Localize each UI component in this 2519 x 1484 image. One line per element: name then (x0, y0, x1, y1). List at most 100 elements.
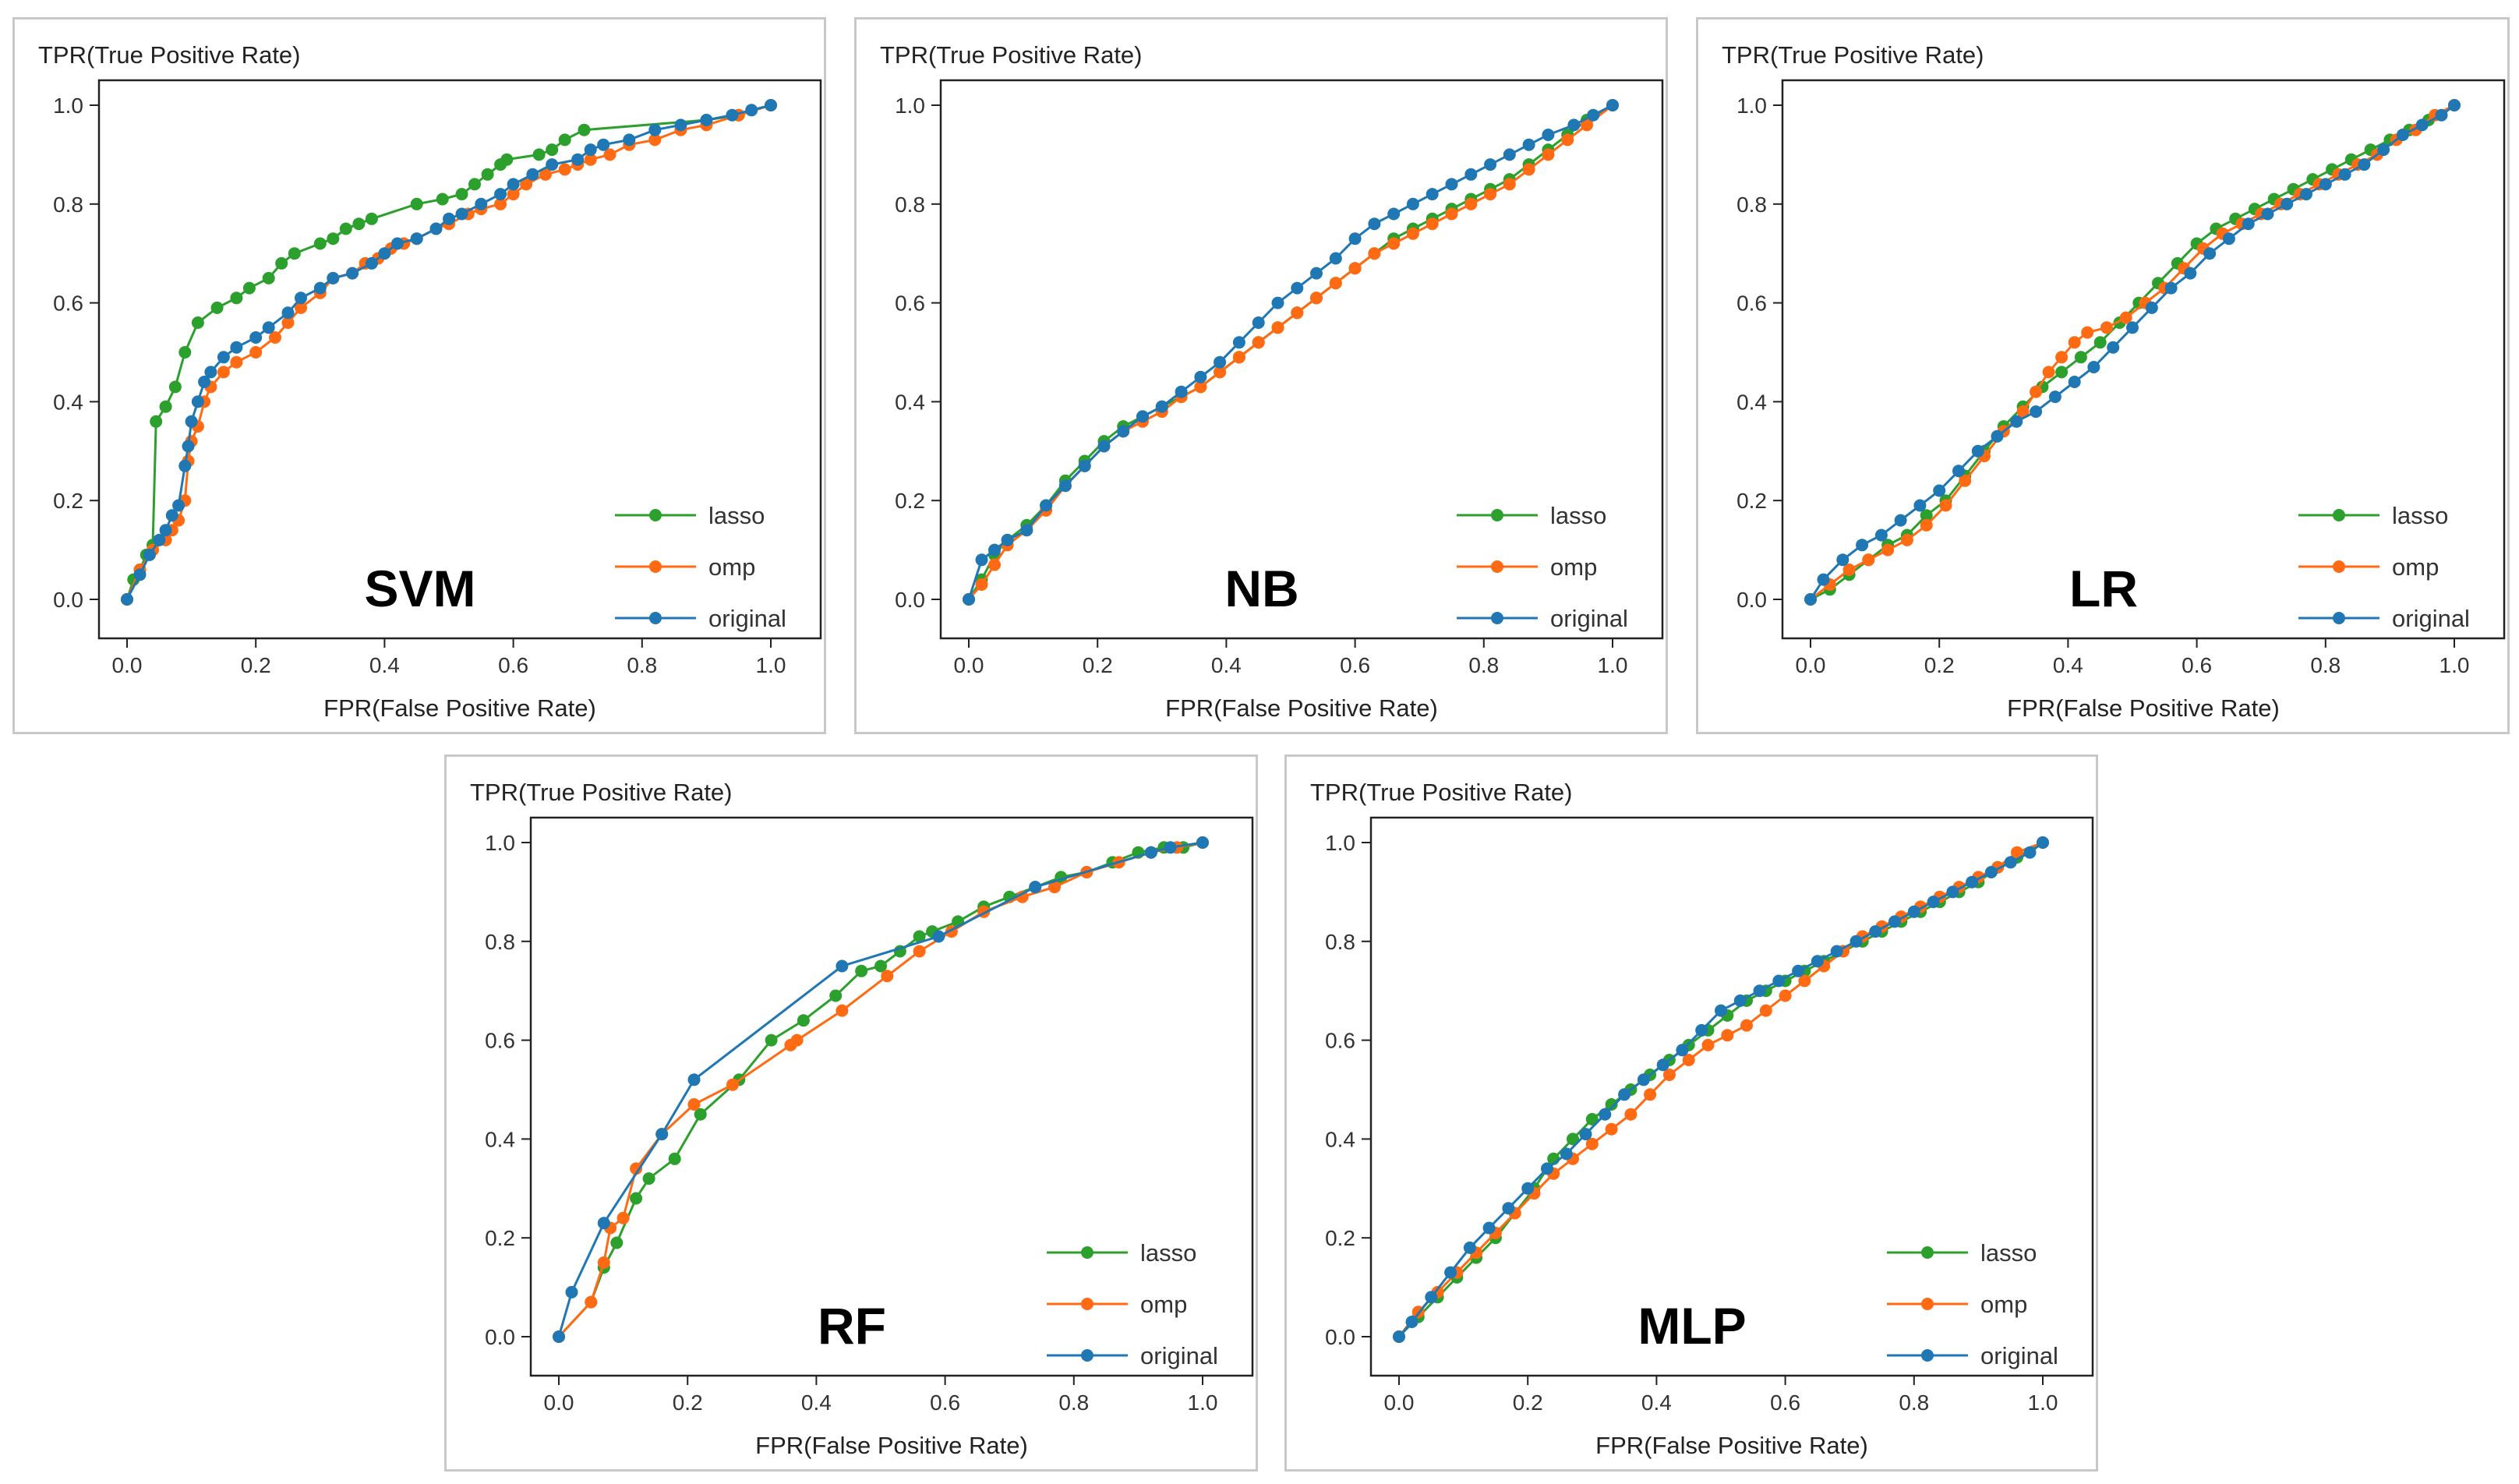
data-point-original (1913, 499, 1927, 512)
data-point-original (1503, 148, 1516, 161)
plot-frame (1781, 79, 2506, 640)
data-point-original (143, 548, 156, 561)
data-point-omp (881, 970, 894, 983)
data-point-lasso (765, 1034, 778, 1047)
data-point-omp (975, 578, 988, 591)
data-point-original (2048, 390, 2061, 404)
x-axis-label: FPR(False Positive Rate) (1595, 1432, 1868, 1459)
data-point-original (1214, 355, 1227, 369)
legend-item-lasso: lasso (615, 502, 765, 529)
series-omp (1393, 836, 2049, 1343)
y-tick-label: 0.0 (1325, 1325, 1355, 1349)
data-point-original (2300, 188, 2312, 201)
data-point-omp (281, 316, 295, 329)
data-point-original (185, 415, 198, 428)
series-omp (1804, 99, 2461, 606)
data-point-lasso (327, 232, 340, 246)
y-tick-label: 0.6 (485, 1029, 515, 1053)
data-point-original (932, 930, 945, 943)
data-point-original (1310, 267, 1323, 280)
y-tick-label: 0.2 (1325, 1226, 1355, 1250)
data-point-original (178, 459, 192, 472)
data-point-original (584, 143, 597, 157)
data-point-original (2203, 247, 2217, 260)
series-omp (121, 99, 777, 606)
data-point-lasso (829, 989, 843, 1002)
data-point-lasso (275, 256, 288, 270)
data-point-original (1695, 1023, 1708, 1037)
x-tick-label: 1.0 (756, 653, 786, 677)
data-point-original (443, 212, 455, 225)
series-original (963, 99, 1619, 606)
data-point-lasso (642, 1172, 655, 1185)
data-point-lasso (352, 217, 366, 231)
legend-item-omp: omp (615, 553, 755, 581)
data-point-omp (2016, 405, 2030, 419)
data-point-omp (230, 355, 243, 369)
data-point-omp (1605, 1122, 1618, 1136)
legend-swatch-marker (649, 560, 662, 573)
data-point-original (262, 321, 275, 334)
series-line-original (1397, 841, 2044, 1337)
data-point-omp (2011, 846, 2023, 859)
data-point-original (2126, 321, 2139, 334)
data-point-original (1029, 881, 1042, 894)
data-point-lasso (2055, 366, 2069, 379)
data-point-original (1406, 197, 1419, 210)
x-tick-label: 1.0 (2028, 1390, 2058, 1415)
data-point-original (2338, 168, 2351, 181)
legend-item-lasso: lasso (1457, 502, 1606, 529)
data-point-original (133, 568, 147, 581)
data-point-original (2319, 178, 2332, 191)
data-point-original (378, 247, 391, 260)
legend-swatch-marker (1921, 1349, 1934, 1362)
x-tick-label: 0.0 (544, 1390, 574, 1415)
data-point-omp (1464, 197, 1478, 210)
series-original (121, 99, 777, 606)
data-point-original (1521, 1182, 1535, 1195)
data-point-original (1933, 484, 1946, 497)
legend-swatch-marker (1491, 509, 1503, 521)
data-point-omp (2081, 326, 2094, 339)
y-tick-label: 0.4 (485, 1127, 515, 1151)
plot-frame (1369, 816, 2094, 1377)
legend-swatch-marker (649, 612, 662, 624)
data-point-omp (558, 163, 571, 176)
data-point-original (1393, 1330, 1405, 1343)
legend-label-lasso: lasso (2392, 502, 2448, 529)
y-axis-label: TPR(True Positive Rate) (880, 41, 1143, 69)
data-point-lasso (874, 959, 887, 973)
data-point-omp (1016, 890, 1029, 903)
y-tick-label: 1.0 (485, 831, 515, 855)
data-point-original (2145, 301, 2158, 314)
series-omp (963, 99, 1619, 606)
data-point-original (597, 138, 610, 151)
data-point-omp (1271, 321, 1284, 334)
data-point-original (2068, 376, 2081, 388)
data-point-omp (1759, 1004, 1772, 1017)
data-point-original (249, 331, 263, 344)
data-point-lasso (288, 247, 301, 260)
data-point-original (2087, 361, 2100, 373)
data-point-omp (1194, 380, 1207, 394)
plot-frame (529, 816, 1254, 1377)
data-point-original (546, 158, 559, 171)
series-lasso (1393, 836, 2049, 1343)
data-point-original (1502, 1202, 1515, 1215)
data-point-original (2281, 197, 2294, 210)
roc-chart-svm: 0.0 0.0 0.2 0.2 0.4 0.4 0.6 0.6 0.8 0.8 1.0 1.0 lass… (53, 79, 822, 677)
x-tick-label: 1.0 (1188, 1390, 1218, 1415)
data-point-original (121, 593, 133, 606)
panel-rf: TPR(True Positive Rate) 0.0 0.0 0.2 0.2 0.4 0.… (444, 754, 1258, 1472)
series-line-lasso (1397, 841, 2044, 1338)
data-point-original (1522, 138, 1535, 151)
data-point-original (1232, 336, 1245, 349)
data-point-original (1271, 296, 1284, 309)
data-point-original (745, 104, 758, 117)
data-point-omp (584, 153, 597, 166)
data-point-original (1792, 964, 1805, 977)
data-point-original (1946, 885, 1959, 899)
data-point-original (159, 524, 172, 537)
x-tick-label: 0.4 (1641, 1390, 1672, 1415)
data-point-lasso (242, 281, 256, 295)
